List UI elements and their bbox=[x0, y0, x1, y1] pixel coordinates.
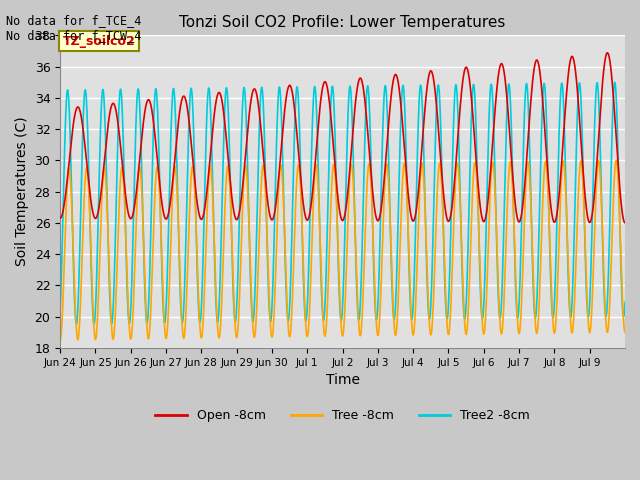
Text: No data for f_TCE_4
No data for f_TCW_4: No data for f_TCE_4 No data for f_TCW_4 bbox=[6, 14, 142, 42]
Title: Tonzi Soil CO2 Profile: Lower Temperatures: Tonzi Soil CO2 Profile: Lower Temperatur… bbox=[179, 15, 506, 30]
Text: TZ_soilco2: TZ_soilco2 bbox=[63, 35, 136, 48]
X-axis label: Time: Time bbox=[326, 373, 360, 387]
Y-axis label: Soil Temperatures (C): Soil Temperatures (C) bbox=[15, 117, 29, 266]
Legend: Open -8cm, Tree -8cm, Tree2 -8cm: Open -8cm, Tree -8cm, Tree2 -8cm bbox=[150, 404, 535, 427]
